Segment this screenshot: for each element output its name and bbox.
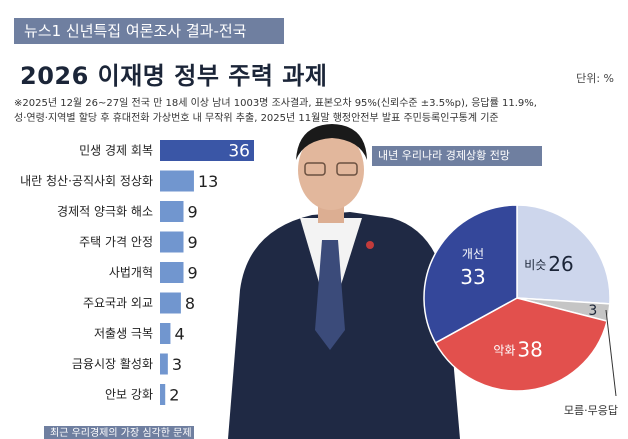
chart-title: 2026 이재명 정부 주력 과제: [20, 62, 328, 90]
bar-category-label-5: 주요국과 외교: [83, 296, 153, 310]
bar-category-label-1: 내란 청산·공직사회 정상화: [20, 174, 153, 188]
bar-0: [160, 140, 254, 161]
pie-value-1: 3: [588, 303, 597, 319]
bar-3: [160, 231, 184, 253]
bar-category-label-2: 경제적 양극화 해소: [57, 205, 153, 219]
bar-8: [160, 384, 166, 405]
bar-value-label-1: 13: [198, 172, 218, 191]
pie-label-3: 개선: [462, 247, 484, 261]
bar-2: [160, 201, 184, 222]
pie-slice-3: [423, 204, 518, 344]
bar-category-label-6: 저출생 극복: [94, 327, 153, 341]
bar-value-label-5: 8: [185, 294, 195, 313]
person-photo: [228, 124, 460, 439]
bar-4: [160, 262, 184, 283]
pie-chart-title: 내년 우리나라 경제상황 전망: [372, 146, 542, 166]
pie-note-leader: [605, 309, 617, 397]
pie-chart: 비슷 26 3 악화 38 개선 33: [423, 204, 617, 397]
bar-category-label-7: 금융시장 활성화: [72, 357, 153, 371]
pie-value-3: 33: [460, 265, 485, 289]
survey-note-line-1: ※2025년 12월 26~27일 전국 만 18세 이상 남녀 1003명 조…: [14, 98, 537, 109]
bar-7: [160, 353, 168, 375]
bar-value-label-2: 9: [188, 203, 198, 222]
pie-label-0: 비슷: [524, 258, 546, 272]
bar-category-label-3: 주택 가격 안정: [79, 235, 153, 249]
bar-value-label-0: 36: [228, 142, 250, 162]
pie-value-2: 38: [517, 338, 542, 362]
survey-note-line-2: 성·연령·지역별 할당 후 휴대전화 가상번호 내 무작위 추출, 2025년 …: [14, 113, 499, 124]
pie-label-2: 악화: [493, 344, 515, 358]
bottom-section-header: 최근 우리경제의 가장 심각한 문제: [44, 426, 194, 439]
bar-category-label-0: 민생 경제 회복: [79, 144, 153, 158]
pie-value-0: 26: [548, 252, 573, 276]
bar-chart: 민생 경제 회복 36 내란 청산·공직사회 정상화 13 경제적 양극화 해소 9 주택 …: [20, 140, 254, 405]
pie-slice-2: [434, 297, 608, 392]
bar-category-label-4: 사법개혁: [109, 266, 153, 280]
bar-1: [160, 170, 194, 192]
pie-note-label: 모름·무응답: [563, 404, 618, 417]
bar-value-label-3: 9: [188, 233, 198, 252]
bar-category-label-8: 안보 강화: [105, 388, 153, 402]
bar-5: [160, 292, 181, 314]
bar-value-label-6: 4: [174, 325, 184, 344]
survey-tag: 뉴스1 신년특집 여론조사 결과-전국: [14, 18, 284, 44]
bar-6: [160, 323, 171, 344]
bar-value-label-7: 3: [172, 355, 182, 374]
bar-value-label-4: 9: [188, 264, 198, 283]
pie-slice-0: [516, 204, 611, 305]
unit-label: 단위: %: [576, 72, 614, 85]
bar-value-label-8: 2: [169, 386, 179, 405]
